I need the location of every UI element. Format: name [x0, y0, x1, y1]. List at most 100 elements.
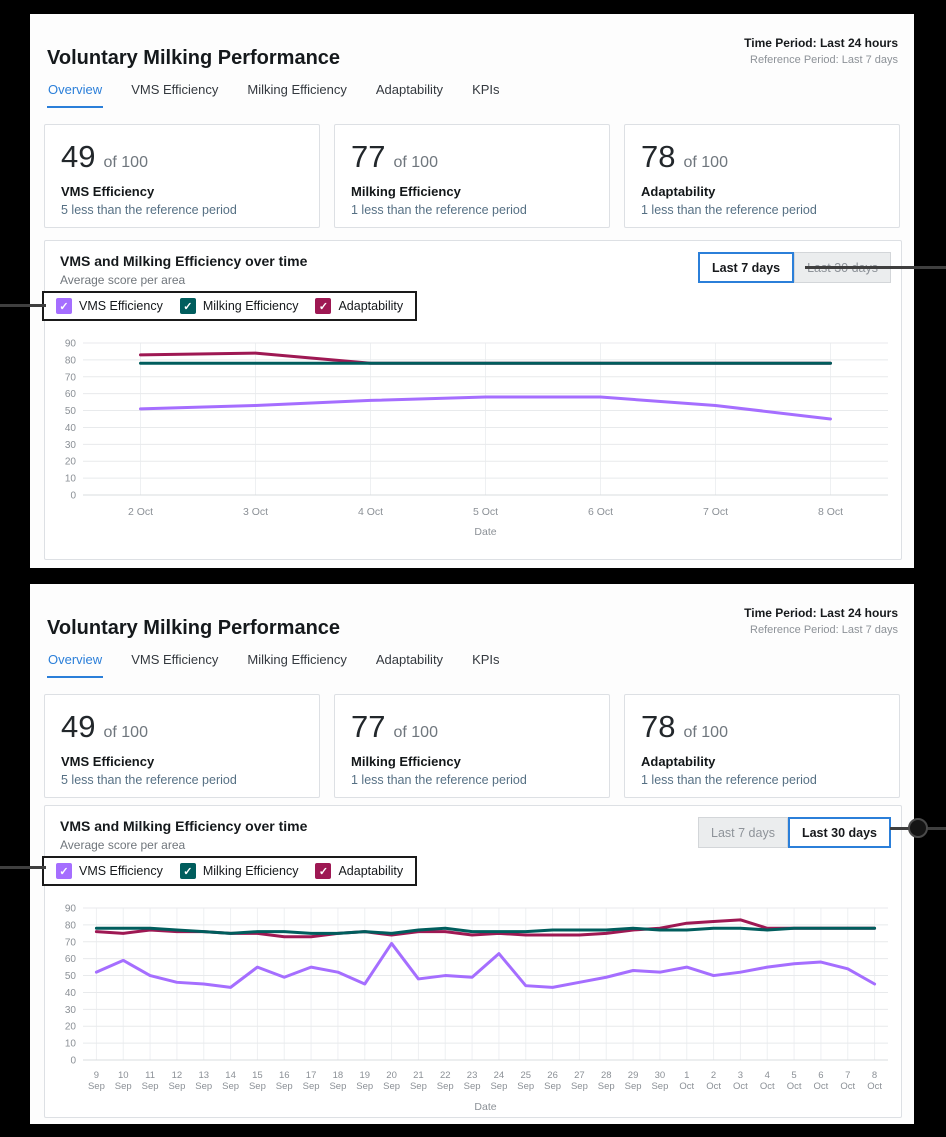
range-button-last-7-days[interactable]: Last 7 days [698, 252, 795, 283]
chart-subtitle: Average score per area [60, 273, 186, 287]
svg-text:Sep: Sep [329, 1081, 346, 1092]
legend-item-milking-efficiency[interactable]: ✓ Milking Efficiency [179, 863, 298, 879]
svg-text:Oct: Oct [733, 1081, 748, 1092]
svg-text:6 Oct: 6 Oct [588, 506, 613, 518]
range-button-last-7-days[interactable]: Last 7 days [698, 817, 788, 848]
stat-card-label: Adaptability [641, 754, 716, 769]
checkbox-checked-icon[interactable]: ✓ [179, 298, 196, 314]
svg-text:20: 20 [65, 1022, 77, 1033]
svg-text:5 Oct: 5 Oct [473, 506, 498, 518]
tab-adaptability[interactable]: Adaptability [375, 82, 444, 97]
reference-period-label: Reference Period: Last 7 days [750, 624, 898, 636]
svg-text:4 Oct: 4 Oct [358, 506, 383, 518]
tab-adaptability[interactable]: Adaptability [375, 652, 444, 667]
svg-text:20: 20 [65, 457, 77, 468]
legend-item-adaptability[interactable]: ✓ Adaptability [315, 298, 403, 314]
stat-card-milking-efficiency: 77 of 100 Milking Efficiency 1 less than… [334, 124, 610, 228]
svg-text:Sep: Sep [276, 1081, 293, 1092]
stat-card-adaptability: 78 of 100 Adaptability 1 less than the r… [624, 124, 900, 228]
svg-text:14: 14 [225, 1070, 236, 1081]
stat-card-delta: 1 less than the reference period [351, 773, 527, 787]
svg-text:Date: Date [474, 1101, 496, 1113]
tab-vms-efficiency[interactable]: VMS Efficiency [131, 82, 219, 97]
svg-text:30: 30 [655, 1070, 666, 1081]
svg-text:Sep: Sep [571, 1081, 588, 1092]
svg-text:Oct: Oct [787, 1081, 802, 1092]
tab-vms-efficiency[interactable]: VMS Efficiency [131, 652, 219, 667]
svg-text:Sep: Sep [249, 1081, 266, 1092]
annotation-line-legend [0, 866, 46, 869]
page-title: Voluntary Milking Performance [47, 617, 341, 640]
stat-card-delta: 1 less than the reference period [641, 203, 817, 217]
svg-text:Sep: Sep [195, 1081, 212, 1092]
svg-text:13: 13 [198, 1070, 209, 1081]
svg-text:60: 60 [65, 954, 77, 965]
svg-text:9: 9 [94, 1070, 99, 1081]
svg-text:11: 11 [145, 1070, 155, 1081]
checkbox-checked-icon[interactable]: ✓ [56, 298, 72, 314]
svg-text:Oct: Oct [867, 1081, 882, 1092]
legend-item-vms-efficiency[interactable]: ✓ VMS Efficiency [56, 863, 163, 879]
svg-text:3: 3 [738, 1070, 743, 1081]
legend-item-vms-efficiency[interactable]: ✓ VMS Efficiency [56, 298, 163, 314]
stat-card-label: Milking Efficiency [351, 754, 461, 769]
svg-text:Oct: Oct [814, 1081, 829, 1092]
svg-text:16: 16 [279, 1070, 290, 1081]
svg-text:15: 15 [252, 1070, 263, 1081]
reference-period-label: Reference Period: Last 7 days [750, 54, 898, 66]
checkbox-checked-icon[interactable]: ✓ [315, 863, 332, 879]
svg-text:Oct: Oct [679, 1081, 694, 1092]
legend-item-adaptability[interactable]: ✓ Adaptability [315, 863, 403, 879]
time-period-info: Time Period: Last 24 hours Reference Per… [744, 36, 898, 66]
svg-text:Sep: Sep [464, 1081, 481, 1092]
svg-text:Oct: Oct [840, 1081, 855, 1092]
checkbox-checked-icon[interactable]: ✓ [315, 298, 332, 314]
svg-text:10: 10 [65, 474, 77, 485]
svg-text:Sep: Sep [168, 1081, 185, 1092]
annotation-marker-circle [908, 818, 928, 838]
time-period-label: Time Period: Last 24 hours [744, 606, 898, 620]
tab-overview[interactable]: Overview [47, 76, 104, 108]
chart-subtitle: Average score per area [60, 838, 186, 852]
stat-card-delta: 5 less than the reference period [61, 203, 237, 217]
stat-card-row: 49 of 100 VMS Efficiency 5 less than the… [44, 124, 900, 228]
svg-text:Sep: Sep [222, 1081, 239, 1092]
svg-text:12: 12 [172, 1070, 183, 1081]
legend-item-milking-efficiency[interactable]: ✓ Milking Efficiency [179, 298, 298, 314]
checkbox-checked-icon[interactable]: ✓ [56, 863, 72, 879]
range-button-last-30-days[interactable]: Last 30 days [787, 817, 891, 848]
chart-card: VMS and Milking Efficiency over time Ave… [42, 805, 902, 1118]
score-denominator: of 100 [393, 154, 438, 171]
stat-card-label: VMS Efficiency [61, 754, 155, 769]
dashboard-panel-30day: Voluntary Milking Performance Time Perio… [30, 584, 914, 1124]
stat-card-delta: 5 less than the reference period [61, 773, 237, 787]
tab-overview[interactable]: Overview [47, 646, 104, 678]
range-toggle: Last 7 days Last 30 days [698, 817, 891, 848]
tab-milking-efficiency[interactable]: Milking Efficiency [247, 652, 347, 667]
svg-text:5: 5 [791, 1070, 796, 1081]
score-value: 49 [61, 709, 96, 744]
svg-text:80: 80 [65, 920, 77, 931]
score-value: 77 [351, 709, 386, 744]
svg-text:Sep: Sep [356, 1081, 373, 1092]
svg-text:0: 0 [70, 491, 76, 502]
tab-milking-efficiency[interactable]: Milking Efficiency [247, 82, 347, 97]
tab-kpis[interactable]: KPIs [472, 652, 500, 667]
svg-text:Sep: Sep [303, 1081, 320, 1092]
annotation-line-legend [0, 304, 46, 307]
efficiency-line-chart-7day: 0 10 20 30 40 50 60 70 80 90 2 Oct 3 Oct 4 Oct 5 Oct 6… [65, 339, 888, 538]
series-line-vms-efficiency [94, 941, 877, 989]
svg-text:6: 6 [818, 1070, 823, 1081]
time-period-info: Time Period: Last 24 hours Reference Per… [744, 606, 898, 636]
svg-text:Sep: Sep [598, 1081, 615, 1092]
chart-card: VMS and Milking Efficiency over time Ave… [42, 240, 902, 560]
svg-text:2 Oct: 2 Oct [128, 506, 153, 518]
svg-text:0: 0 [70, 1056, 76, 1067]
svg-text:40: 40 [65, 988, 77, 999]
svg-text:90: 90 [65, 904, 77, 915]
score-value: 49 [61, 139, 96, 174]
checkbox-checked-icon[interactable]: ✓ [179, 863, 196, 879]
tab-kpis[interactable]: KPIs [472, 82, 500, 97]
svg-text:40: 40 [65, 423, 77, 434]
svg-text:7: 7 [845, 1070, 850, 1081]
